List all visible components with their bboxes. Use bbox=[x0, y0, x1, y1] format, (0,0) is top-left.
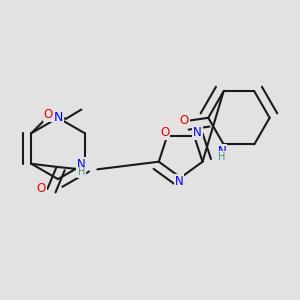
Text: N: N bbox=[193, 126, 202, 140]
Text: N: N bbox=[175, 175, 184, 188]
Text: N: N bbox=[77, 158, 86, 171]
Text: O: O bbox=[44, 108, 53, 121]
Text: O: O bbox=[37, 182, 46, 196]
Text: O: O bbox=[180, 114, 189, 127]
Text: H: H bbox=[218, 152, 226, 162]
Text: N: N bbox=[53, 111, 63, 124]
Text: N: N bbox=[218, 145, 226, 158]
Text: O: O bbox=[160, 126, 169, 140]
Text: H: H bbox=[78, 167, 85, 177]
